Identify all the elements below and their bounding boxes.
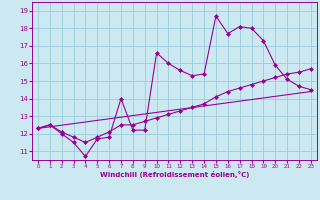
X-axis label: Windchill (Refroidissement éolien,°C): Windchill (Refroidissement éolien,°C) <box>100 171 249 178</box>
